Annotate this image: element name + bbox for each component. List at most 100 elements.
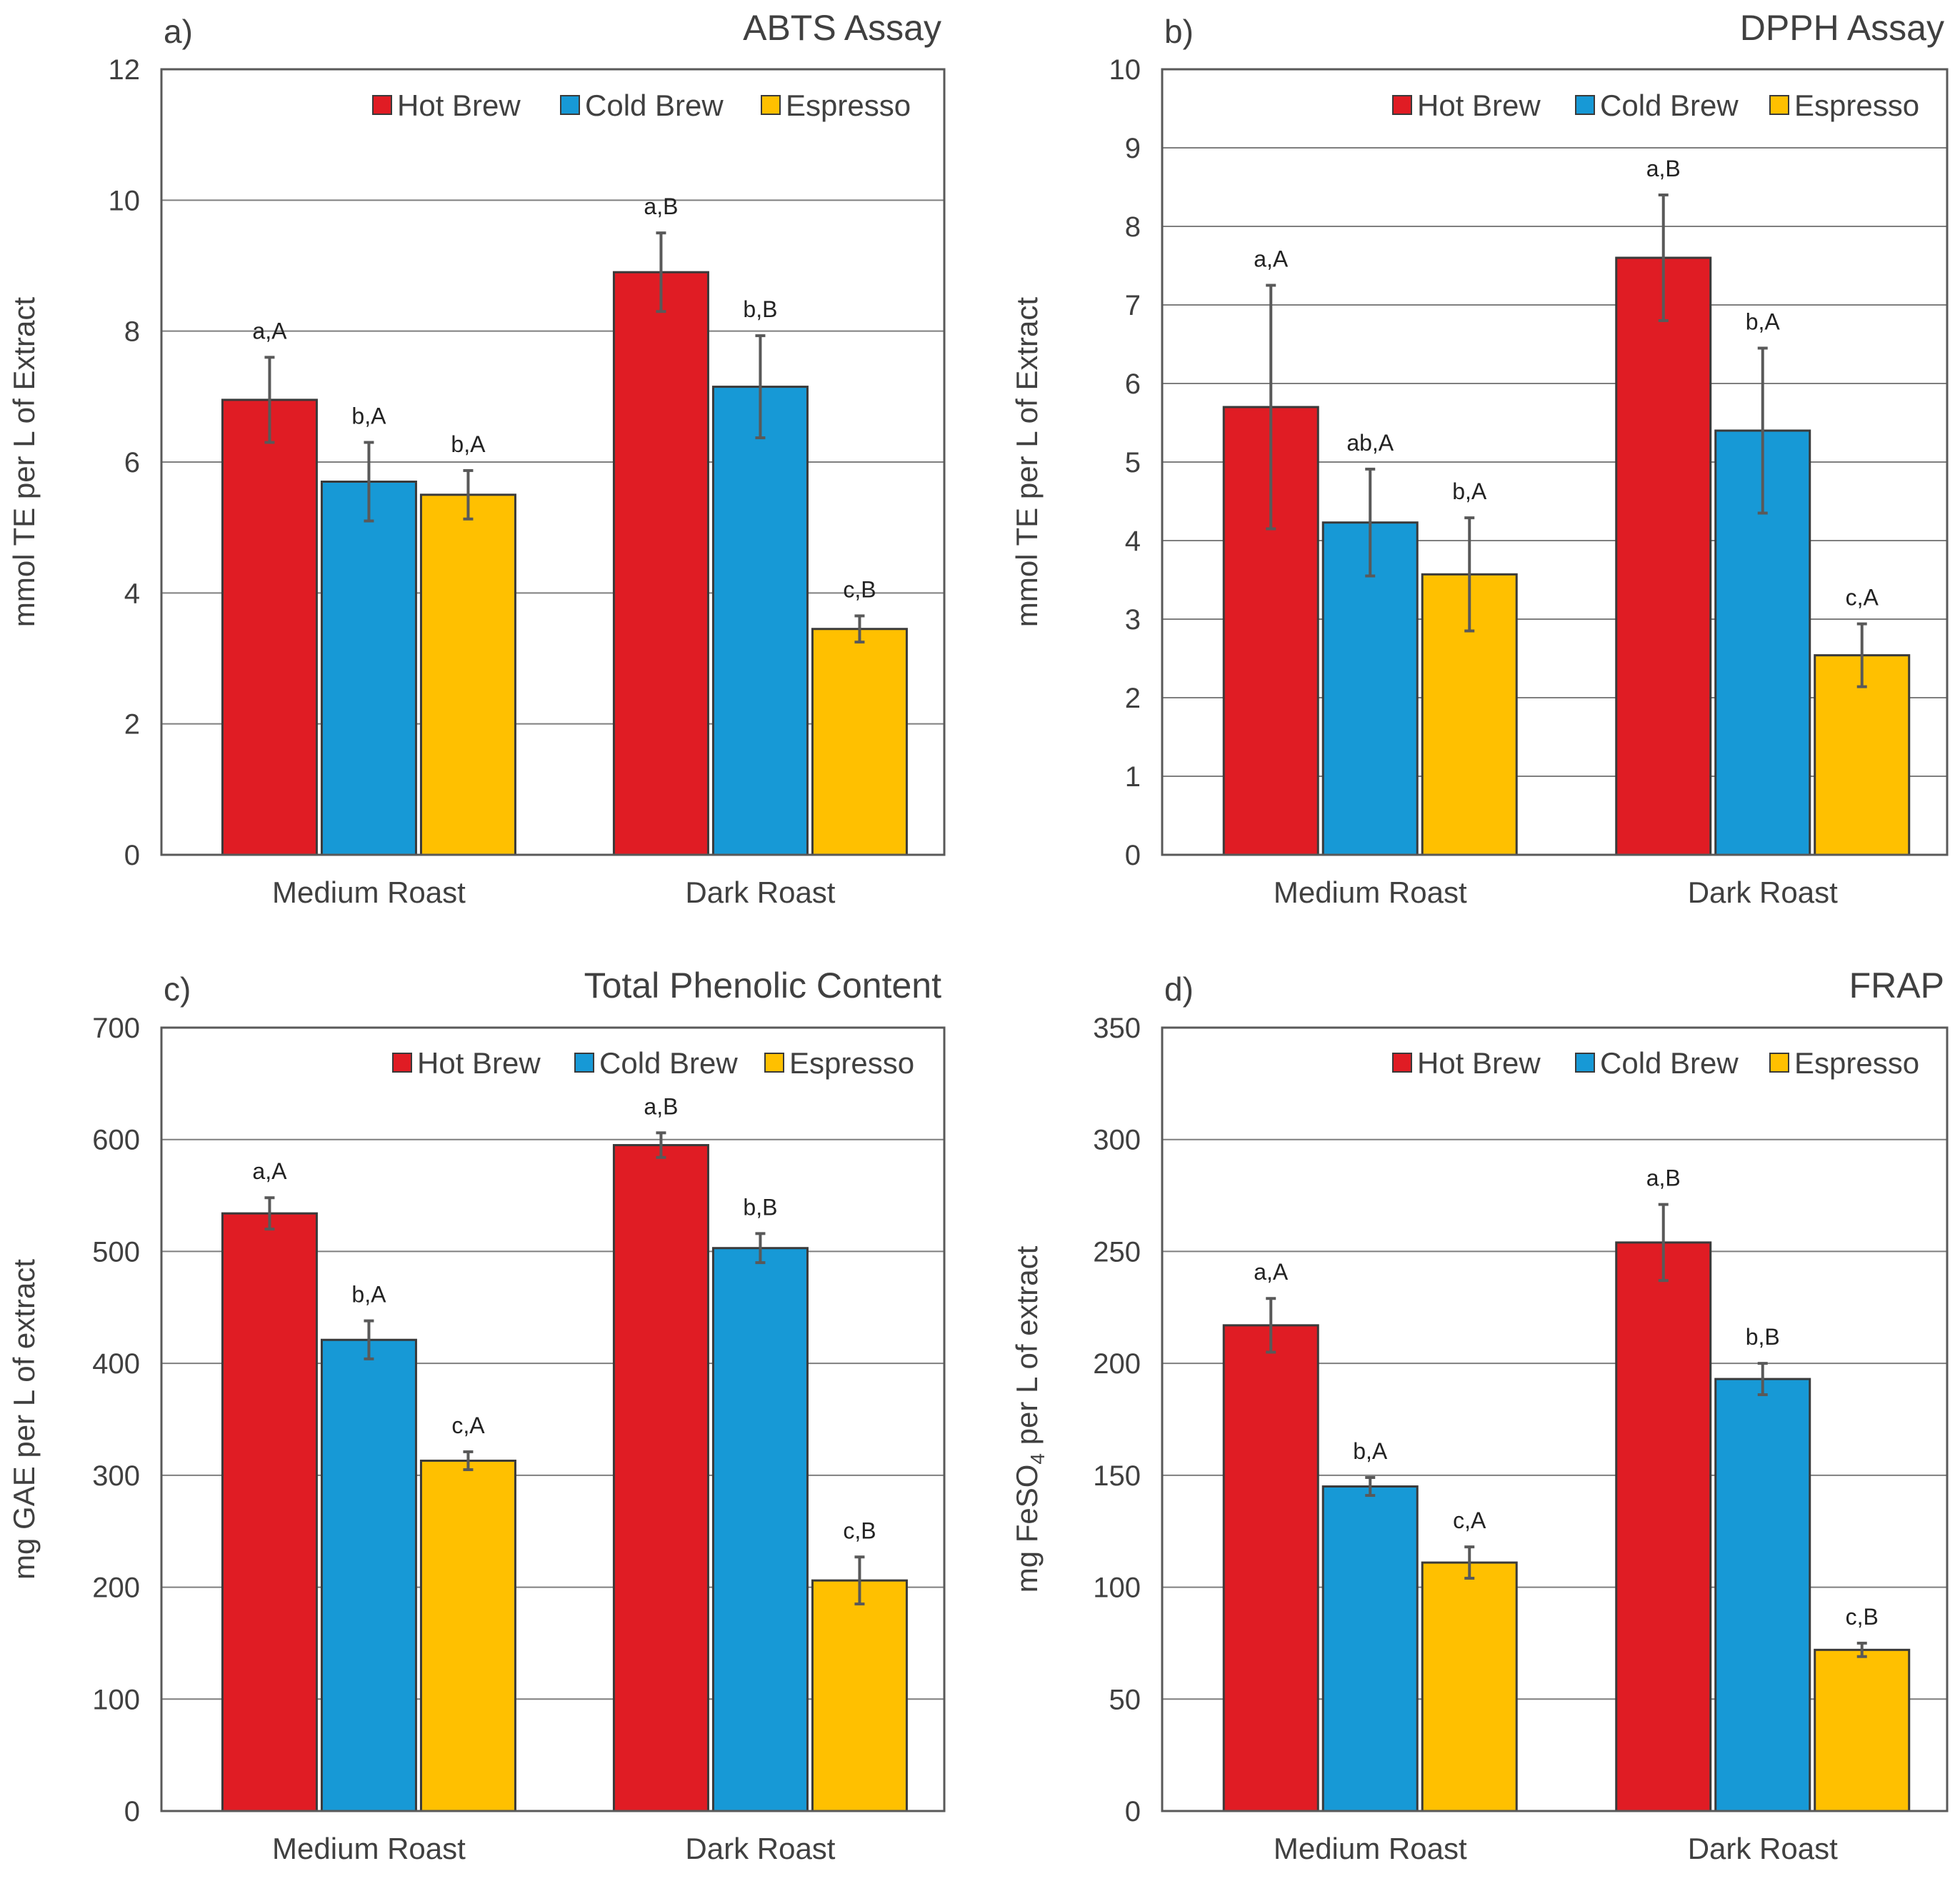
y-tick-label: 4: [124, 578, 140, 609]
y-axis-title: mmol TE per L of Extract: [7, 297, 41, 627]
bar-espresso-medium-roast: [419, 1459, 516, 1812]
legend-swatch-hot-brew: [1392, 1053, 1412, 1073]
significance-label: a,A: [252, 318, 287, 343]
y-tick-label: 50: [1109, 1684, 1141, 1715]
y-tick-label: 6: [124, 447, 140, 478]
bar-espresso-dark-roast: [1814, 1648, 1911, 1812]
error-bar-espresso-dark-roast: [1856, 622, 1867, 688]
chart-title: ABTS Assay: [743, 8, 941, 48]
significance-label: b,B: [743, 1194, 777, 1220]
legend-swatch-cold-brew: [574, 1053, 594, 1073]
significance-label: b,A: [1452, 478, 1487, 504]
bar-hot-brew-dark-roast: [612, 271, 709, 856]
y-axis-title: mmol TE per L of Extract: [1010, 297, 1044, 627]
category-label-dark-roast: Dark Roast: [685, 876, 835, 909]
legend-label-espresso: Espresso: [1794, 1046, 1919, 1080]
bar-hot-brew-medium-roast: [221, 398, 318, 856]
y-tick-label: 6: [1125, 368, 1141, 400]
bar-cold-brew-dark-roast: [711, 1247, 809, 1812]
bar-hot-brew-dark-roast: [1615, 1241, 1712, 1812]
legend-swatch-hot-brew: [392, 1053, 412, 1073]
error-bar-hot-brew-medium-roast: [1266, 1297, 1276, 1354]
error-bar-espresso-dark-roast: [1856, 1641, 1867, 1658]
legend-swatch-hot-brew: [372, 95, 392, 115]
legend-label-hot-brew: Hot Brew: [417, 1046, 541, 1080]
error-bar-cold-brew-dark-roast: [1757, 346, 1768, 515]
y-tick-label: 2: [124, 709, 140, 741]
y-tick-label: 8: [124, 316, 140, 348]
significance-label: a,A: [252, 1158, 287, 1184]
legend-label-hot-brew: Hot Brew: [397, 89, 521, 122]
chart-panel-abts-assay: 0 2 4 6 8 10 12 a,A b,A b,A Medium Roast a,B b,B c,B D…: [7, 8, 946, 909]
category-label-medium-roast: Medium Roast: [1274, 1832, 1467, 1865]
panel-letter: a): [164, 13, 193, 50]
y-tick-label: 500: [92, 1236, 140, 1268]
y-tick-label: 200: [92, 1572, 140, 1604]
error-bar-espresso-medium-roast: [463, 468, 474, 521]
plot-frame: [1161, 68, 1949, 856]
y-tick-label: 600: [92, 1125, 140, 1156]
legend-swatch-hot-brew: [1392, 95, 1412, 115]
error-bar-hot-brew-dark-roast: [1658, 1203, 1669, 1283]
legend-swatch-cold-brew: [1575, 1053, 1595, 1073]
legend-label-cold-brew: Cold Brew: [599, 1046, 738, 1080]
bar-cold-brew-medium-roast: [320, 481, 417, 856]
y-tick-label: 7: [1125, 290, 1141, 321]
error-bar-espresso-medium-roast: [1464, 1545, 1475, 1580]
plot-frame: [1161, 1026, 1949, 1812]
significance-label: ab,A: [1346, 430, 1394, 456]
category-label-dark-roast: Dark Roast: [1688, 1832, 1838, 1865]
significance-label: b,A: [1746, 309, 1781, 335]
legend: Hot Brew Cold Brew Espresso: [372, 89, 911, 122]
y-tick-label: 10: [109, 185, 141, 216]
y-tick-label: 700: [92, 1013, 140, 1044]
significance-label: b,A: [451, 431, 486, 457]
error-bar-cold-brew-dark-roast: [755, 334, 766, 440]
legend-label-hot-brew: Hot Brew: [1417, 89, 1541, 122]
error-bar-hot-brew-medium-roast: [264, 356, 275, 444]
bar-hot-brew-dark-roast: [612, 1144, 709, 1812]
y-tick-label: 250: [1093, 1236, 1141, 1268]
significance-label: b,A: [351, 403, 386, 429]
legend-swatch-espresso: [1769, 95, 1789, 115]
legend-label-cold-brew: Cold Brew: [1600, 1046, 1739, 1080]
y-axis-title-subscript: 4: [1026, 1453, 1049, 1465]
y-tick-label: 12: [109, 54, 141, 86]
significance-label: a,B: [1646, 156, 1681, 181]
legend-swatch-espresso: [761, 95, 781, 115]
category-label-medium-roast: Medium Roast: [272, 876, 466, 909]
panel-letter: c): [164, 970, 191, 1008]
error-bar-cold-brew-medium-roast: [364, 441, 374, 523]
category-label-dark-roast: Dark Roast: [1688, 876, 1838, 909]
y-axis-title-part: mg FeSO: [1010, 1465, 1044, 1593]
error-bar-espresso-dark-roast: [854, 1555, 865, 1606]
legend: Hot Brew Cold Brew Espresso: [1392, 89, 1919, 122]
y-axis-title-part: per L of extract: [1010, 1245, 1044, 1453]
significance-label: c,B: [1846, 1604, 1879, 1630]
legend: Hot Brew Cold Brew Espresso: [1392, 1046, 1919, 1080]
bar-hot-brew-dark-roast: [1615, 256, 1712, 856]
bar-cold-brew-medium-roast: [320, 1338, 417, 1812]
bar-espresso-dark-roast: [1814, 654, 1911, 856]
y-tick-label: 3: [1125, 604, 1141, 636]
chart-title: DPPH Assay: [1740, 8, 1944, 48]
bar-cold-brew-medium-roast: [1321, 1485, 1419, 1812]
panel-letter: b): [1164, 13, 1194, 50]
error-bar-espresso-medium-roast: [463, 1450, 474, 1472]
bar-cold-brew-dark-roast: [711, 386, 809, 856]
category-label-dark-roast: Dark Roast: [685, 1832, 835, 1865]
y-tick-label: 0: [1125, 840, 1141, 871]
bar-espresso-dark-roast: [811, 1579, 908, 1812]
y-tick-label: 100: [92, 1684, 140, 1715]
significance-label: c,A: [1453, 1508, 1486, 1533]
legend-swatch-cold-brew: [560, 95, 580, 115]
legend-swatch-cold-brew: [1575, 95, 1595, 115]
y-tick-label: 8: [1125, 211, 1141, 243]
bar-espresso-dark-roast: [811, 628, 908, 856]
significance-label: a,B: [644, 1093, 678, 1119]
significance-label: b,B: [1746, 1324, 1780, 1350]
legend-swatch-espresso: [764, 1053, 784, 1073]
error-bar-hot-brew-medium-roast: [1266, 284, 1276, 531]
bar-espresso-medium-roast: [1421, 1561, 1518, 1812]
